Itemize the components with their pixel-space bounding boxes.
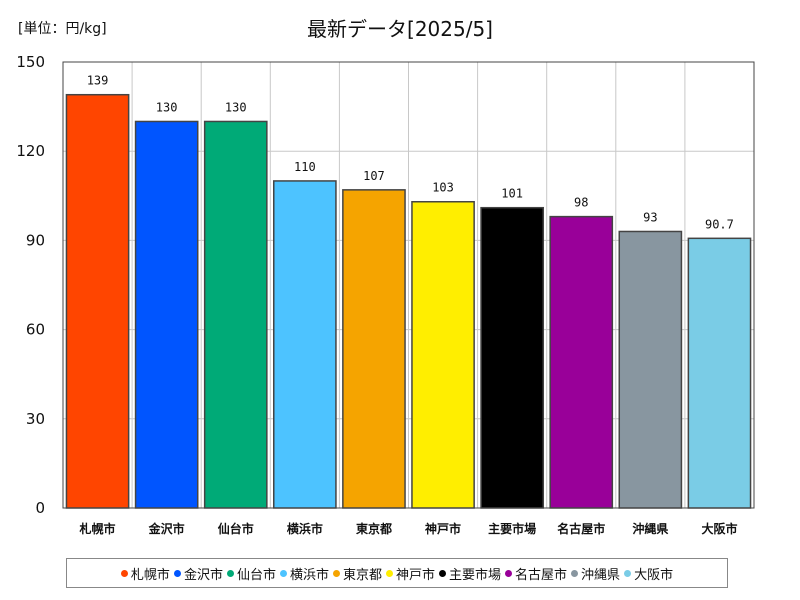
legend-item: 仙台市 xyxy=(226,564,276,583)
bar-7 xyxy=(480,206,544,509)
data-label: 93 xyxy=(643,210,657,224)
legend-label: 沖縄県 xyxy=(581,567,621,583)
unit-label: [単位：円/kg] xyxy=(18,21,107,37)
legend-item: 札幌市 xyxy=(120,564,170,583)
legend: 札幌市 金沢市 仙台市 横浜市 東京都 神戸市 主要市場 名古屋市 沖縄県 大阪市 xyxy=(66,558,728,588)
x-tick-label: 主要市場 xyxy=(488,521,536,536)
legend-marker xyxy=(571,569,579,577)
bar-3 xyxy=(203,120,268,509)
legend-marker xyxy=(226,569,234,577)
bar-4 xyxy=(273,180,337,509)
y-tick-label: 0 xyxy=(35,499,45,517)
data-label: 130 xyxy=(225,100,247,114)
legend-label: 大阪市 xyxy=(634,567,674,583)
legend-marker xyxy=(505,569,513,577)
legend-label: 神戸市 xyxy=(396,567,436,583)
legend-item: 主要市場 xyxy=(439,564,501,583)
legend-label: 横浜市 xyxy=(289,567,329,583)
bar-6 xyxy=(411,200,475,509)
legend-item: 名古屋市 xyxy=(505,564,567,583)
legend-marker xyxy=(386,569,393,577)
data-label: 139 xyxy=(87,74,109,88)
x-tick-label: 名古屋市 xyxy=(557,521,605,536)
bar-10 xyxy=(687,237,752,509)
x-tick-label: 札幌市 xyxy=(79,521,116,536)
bar-8 xyxy=(549,215,614,509)
y-tick-label: 150 xyxy=(16,53,45,71)
data-label: 103 xyxy=(432,181,454,195)
legend-label: 札幌市 xyxy=(130,567,170,583)
bar-2 xyxy=(134,120,199,509)
y-tick-label: 60 xyxy=(26,321,45,339)
legend-label: 東京都 xyxy=(342,567,382,583)
y-tick-label: 90 xyxy=(26,231,45,249)
x-tick-label: 仙台市 xyxy=(218,521,254,536)
bar-1 xyxy=(65,93,130,509)
legend-label: 主要市場 xyxy=(449,567,502,583)
legend-marker xyxy=(332,569,340,577)
data-label: 107 xyxy=(363,169,385,183)
legend-item: 金沢市 xyxy=(173,564,223,583)
legend-item: 大阪市 xyxy=(624,564,673,583)
x-tick-label: 金沢市 xyxy=(148,521,185,536)
bar-5 xyxy=(342,189,406,509)
legend-label: 仙台市 xyxy=(236,567,276,583)
legend-item: 沖縄県 xyxy=(571,564,620,583)
y-tick-label: 30 xyxy=(26,410,45,428)
chart-title: 最新データ[2025/5] xyxy=(307,17,493,41)
legend-marker xyxy=(120,569,128,577)
x-tick-label: 大阪市 xyxy=(701,521,737,536)
x-tick-label: 東京都 xyxy=(356,521,392,536)
legend-marker xyxy=(279,569,287,577)
x-tick-label: 沖縄県 xyxy=(632,521,668,536)
data-label: 130 xyxy=(156,100,178,114)
legend-item: 東京都 xyxy=(332,564,382,583)
data-label: 90.7 xyxy=(705,217,734,231)
legend-label: 名古屋市 xyxy=(515,567,568,583)
data-label: 110 xyxy=(294,160,316,174)
plot-border xyxy=(62,61,755,509)
legend-item: 横浜市 xyxy=(279,564,329,583)
legend-marker xyxy=(173,569,181,577)
data-label: 98 xyxy=(574,196,588,210)
bar-9 xyxy=(618,230,683,509)
x-tick-label: 横浜市 xyxy=(287,521,323,536)
data-label: 101 xyxy=(501,187,523,201)
legend-item: 神戸市 xyxy=(386,564,435,583)
x-tick-label: 神戸市 xyxy=(425,521,461,536)
legend-label: 金沢市 xyxy=(183,567,223,583)
legend-marker xyxy=(624,569,632,577)
legend-marker xyxy=(439,569,447,577)
y-tick-label: 120 xyxy=(16,142,45,160)
